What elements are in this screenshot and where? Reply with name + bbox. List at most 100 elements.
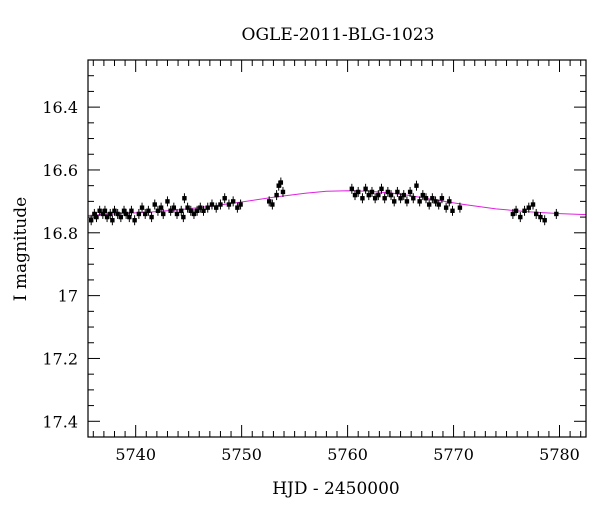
y-tick-label: 16.8 bbox=[42, 224, 78, 243]
x-axis-label: HJD - 2450000 bbox=[272, 479, 400, 499]
data-point bbox=[121, 208, 127, 213]
data-point bbox=[97, 208, 102, 213]
data-point bbox=[209, 202, 215, 207]
x-tick-label: 5770 bbox=[433, 445, 474, 464]
data-point bbox=[376, 192, 381, 198]
data-point bbox=[100, 211, 106, 217]
data-point bbox=[436, 202, 441, 207]
data-point bbox=[382, 196, 387, 201]
data-point bbox=[108, 211, 113, 217]
data-point bbox=[185, 205, 190, 210]
data-point bbox=[118, 214, 124, 220]
data-point bbox=[518, 214, 523, 220]
data-point bbox=[417, 199, 422, 204]
data-point bbox=[110, 218, 115, 223]
y-tick-label: 17.2 bbox=[42, 349, 78, 368]
y-tick-label: 16.4 bbox=[42, 98, 78, 117]
data-point bbox=[104, 214, 110, 220]
data-point bbox=[161, 211, 166, 217]
data-point bbox=[226, 202, 232, 207]
data-point bbox=[146, 208, 151, 213]
y-tick-label: 17 bbox=[58, 287, 78, 306]
data-point bbox=[407, 189, 413, 195]
data-point bbox=[513, 208, 519, 213]
data-point bbox=[194, 208, 200, 213]
data-point bbox=[526, 205, 531, 210]
data-point bbox=[369, 189, 375, 195]
chart-title: OGLE-2011-BLG-1023 bbox=[242, 25, 435, 45]
data-point bbox=[181, 214, 186, 220]
data-point bbox=[355, 189, 361, 195]
data-point bbox=[94, 214, 99, 220]
x-tick-label: 5760 bbox=[327, 445, 368, 464]
y-tick-label: 16.6 bbox=[42, 161, 78, 180]
data-point bbox=[155, 208, 161, 213]
x-tick-label: 5750 bbox=[221, 445, 262, 464]
data-point bbox=[266, 199, 272, 204]
data-point bbox=[411, 196, 416, 201]
data-point bbox=[165, 199, 170, 204]
data-point bbox=[152, 202, 157, 207]
x-tick-label: 5780 bbox=[539, 445, 580, 464]
data-point bbox=[168, 208, 173, 213]
data-point bbox=[238, 202, 243, 207]
data-point bbox=[433, 199, 438, 204]
data-point bbox=[372, 196, 378, 201]
data-point bbox=[388, 192, 394, 198]
y-axis-label: I magnitude bbox=[11, 197, 31, 301]
data-point bbox=[398, 196, 403, 201]
data-point bbox=[132, 218, 137, 223]
data-point bbox=[414, 183, 419, 188]
data-point bbox=[404, 199, 410, 204]
data-point bbox=[174, 211, 180, 217]
data-point bbox=[430, 196, 435, 201]
data-point bbox=[112, 208, 117, 213]
data-point bbox=[136, 211, 142, 217]
y-tick-label: 17.4 bbox=[42, 412, 78, 431]
data-point bbox=[278, 180, 284, 185]
data-point bbox=[235, 205, 240, 210]
data-point bbox=[554, 211, 559, 217]
data-point bbox=[218, 202, 223, 207]
data-point bbox=[385, 189, 391, 195]
data-point bbox=[158, 205, 164, 210]
data-point bbox=[366, 192, 371, 198]
data-point bbox=[423, 196, 429, 201]
data-point bbox=[92, 211, 97, 217]
data-point bbox=[214, 205, 219, 210]
data-point bbox=[102, 208, 108, 213]
data-point bbox=[360, 196, 365, 201]
data-point bbox=[379, 186, 384, 192]
data-point bbox=[182, 196, 187, 201]
data-point bbox=[123, 211, 129, 217]
data-point bbox=[88, 218, 94, 223]
data-point bbox=[349, 186, 355, 192]
data-point bbox=[447, 199, 452, 204]
data-point bbox=[352, 192, 358, 198]
data-point bbox=[450, 208, 455, 213]
data-point bbox=[538, 214, 543, 220]
data-point bbox=[129, 208, 134, 213]
data-point bbox=[171, 205, 177, 210]
data-point bbox=[395, 189, 400, 195]
data-point bbox=[443, 205, 449, 210]
data-point bbox=[270, 202, 275, 207]
data-point bbox=[439, 196, 445, 201]
data-point bbox=[201, 208, 206, 213]
plot-area: 5740 5750 5760 5770 5780 16.4 16.6 16.8 17 17.2 17… bbox=[42, 59, 587, 464]
data-point bbox=[530, 202, 536, 207]
data-point bbox=[188, 208, 193, 213]
data-point bbox=[522, 208, 527, 213]
data-point bbox=[139, 205, 145, 210]
data-point bbox=[401, 192, 406, 198]
data-point bbox=[127, 214, 132, 220]
data-point bbox=[205, 205, 210, 210]
data-point bbox=[542, 218, 547, 223]
data-point bbox=[274, 192, 279, 198]
model-curve bbox=[87, 190, 587, 216]
data-point bbox=[115, 211, 120, 217]
data-point bbox=[426, 202, 432, 207]
data-point bbox=[420, 192, 426, 198]
data-point bbox=[534, 211, 539, 217]
